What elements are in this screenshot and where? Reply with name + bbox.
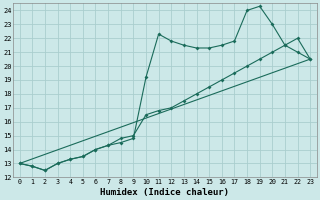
X-axis label: Humidex (Indice chaleur): Humidex (Indice chaleur) <box>100 188 229 197</box>
